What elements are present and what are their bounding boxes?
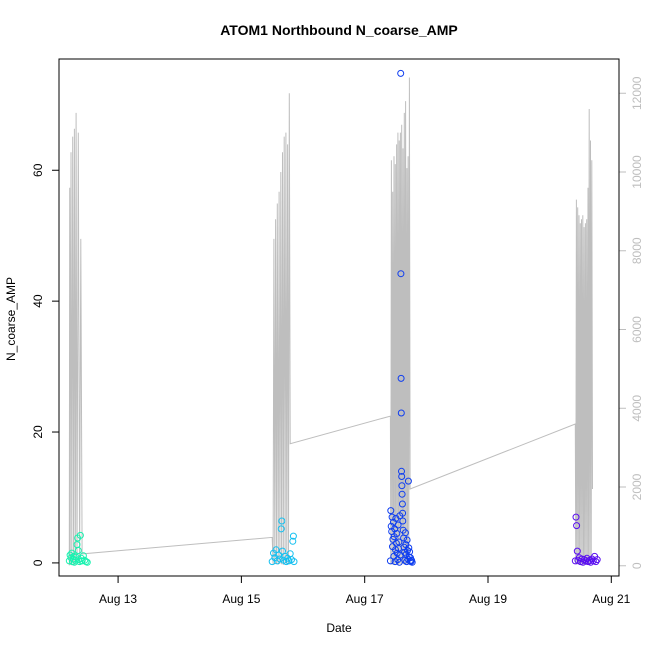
y2-tick-label: 6000 bbox=[630, 316, 644, 343]
data-point bbox=[74, 547, 82, 554]
y-axis-label: N_coarse_AMP bbox=[4, 277, 18, 361]
data-point bbox=[278, 517, 286, 525]
y-tick-label: 40 bbox=[31, 294, 45, 308]
data-point bbox=[83, 558, 91, 566]
data-point bbox=[387, 507, 395, 515]
data-point bbox=[398, 473, 406, 480]
data-point bbox=[398, 467, 405, 475]
data-point bbox=[403, 536, 411, 544]
data-point bbox=[395, 538, 403, 546]
data-point bbox=[277, 525, 285, 533]
data-point bbox=[394, 521, 402, 529]
x-tick-label: Aug 19 bbox=[469, 592, 507, 606]
data-point bbox=[401, 529, 409, 537]
y-tick-label: 0 bbox=[31, 559, 45, 566]
x-tick-label: Aug 15 bbox=[222, 592, 260, 606]
data-point bbox=[71, 556, 79, 564]
y2-tick-label: 4000 bbox=[630, 395, 644, 422]
data-point bbox=[386, 557, 394, 565]
data-point bbox=[573, 522, 581, 530]
chart-marks bbox=[65, 69, 601, 566]
plot-frame bbox=[58, 58, 620, 577]
x-tick-label: Aug 21 bbox=[592, 592, 630, 606]
y2-tick-label: 12000 bbox=[630, 76, 644, 110]
data-point bbox=[573, 547, 581, 555]
data-point bbox=[397, 69, 405, 77]
data-point bbox=[592, 558, 600, 566]
data-point bbox=[289, 532, 297, 540]
data-point bbox=[78, 557, 86, 565]
data-point bbox=[393, 530, 401, 537]
data-point bbox=[388, 513, 396, 521]
data-point bbox=[397, 409, 405, 417]
data-point bbox=[79, 552, 87, 560]
y2-tick-label: 0 bbox=[630, 562, 644, 569]
data-point bbox=[397, 270, 405, 278]
data-point bbox=[399, 517, 407, 525]
y-tick-label: 20 bbox=[31, 425, 45, 439]
y2-tick-label: 2000 bbox=[630, 473, 644, 500]
data-point bbox=[398, 490, 406, 498]
data-point bbox=[290, 558, 298, 566]
data-point bbox=[397, 374, 405, 382]
y2-tick-label: 10000 bbox=[630, 155, 644, 189]
data-point bbox=[399, 509, 407, 517]
y-tick-label: 60 bbox=[31, 163, 45, 177]
data-point bbox=[398, 482, 406, 490]
data-point bbox=[404, 477, 412, 485]
data-point bbox=[593, 556, 601, 564]
data-point bbox=[405, 544, 413, 552]
y2-tick-label: 8000 bbox=[630, 237, 644, 264]
data-point bbox=[572, 513, 580, 521]
data-point bbox=[275, 551, 283, 559]
data-point bbox=[408, 558, 416, 566]
x-tick-label: Aug 17 bbox=[346, 592, 384, 606]
x-tick-label: Aug 13 bbox=[99, 592, 137, 606]
data-point bbox=[76, 531, 84, 539]
data-point bbox=[398, 500, 406, 508]
x-axis-label: Date bbox=[326, 621, 352, 635]
chart-title: ATOM1 Northbound N_coarse_AMP bbox=[220, 22, 458, 38]
data-point bbox=[289, 537, 297, 545]
